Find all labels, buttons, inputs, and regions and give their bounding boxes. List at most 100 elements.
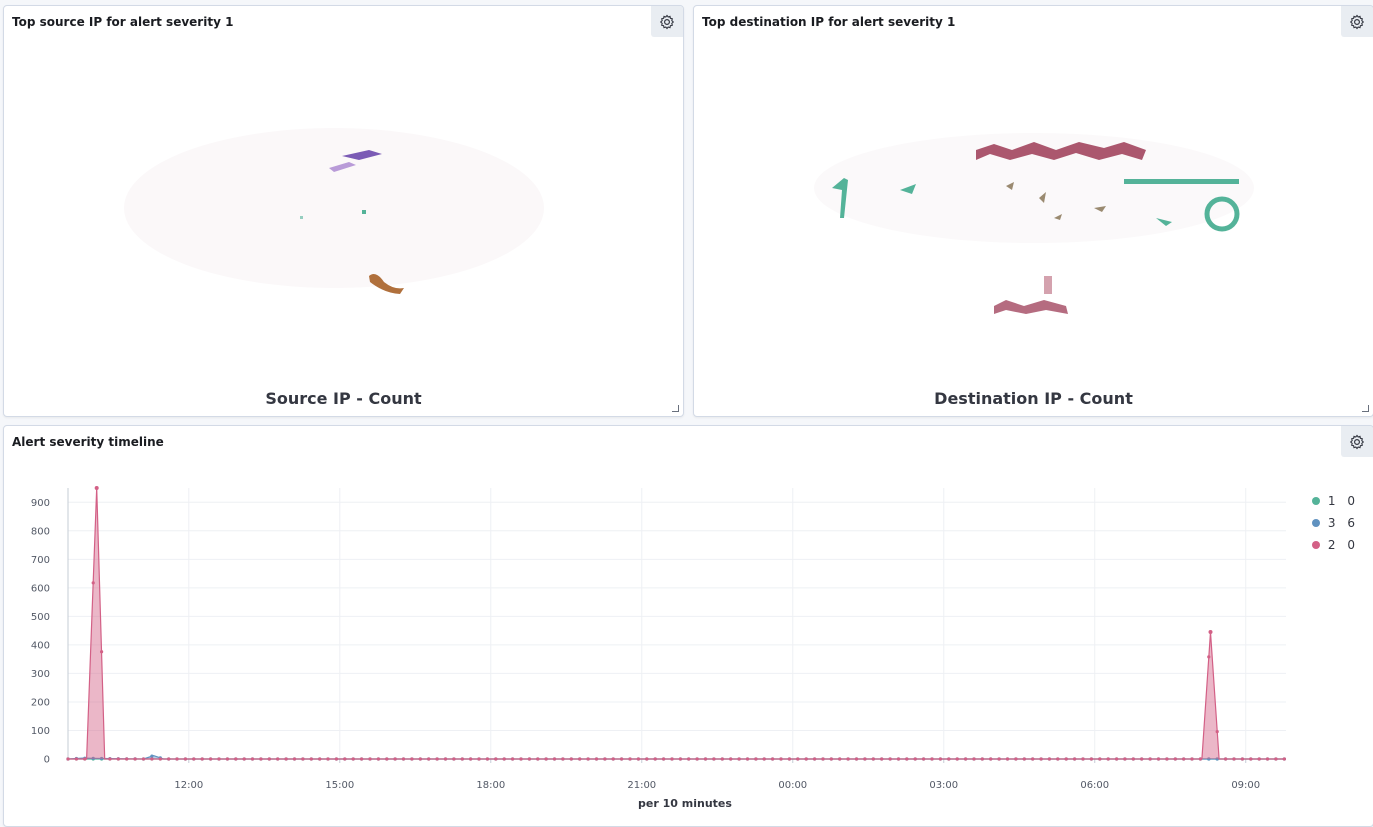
panel-options-button[interactable] <box>651 6 683 37</box>
y-tick-label: 800 <box>31 526 50 537</box>
word-fragment <box>300 216 303 219</box>
series-point <box>192 757 196 761</box>
series-point <box>754 757 758 761</box>
series-point <box>544 757 548 761</box>
series-point <box>1240 757 1244 761</box>
series-point <box>787 757 792 761</box>
word-fragment <box>362 210 366 214</box>
series-point <box>620 757 624 761</box>
timeline-chart[interactable]: 0 100 200 300 400 500 600 700 800 900 12:00 15:00 18… <box>4 426 1304 816</box>
x-tick-label: 09:00 <box>1231 780 1260 791</box>
series-point <box>636 757 641 761</box>
y-tick-label: 200 <box>31 697 50 708</box>
series-point <box>502 757 506 761</box>
series-point <box>100 756 104 761</box>
series-point <box>1140 757 1144 761</box>
series-point <box>401 757 406 761</box>
source-ip-count-label: Source IP - Count <box>265 389 422 408</box>
x-tick-label: 21:00 <box>627 780 656 791</box>
y-tick-label: 500 <box>31 612 50 623</box>
legend-item-1-0[interactable]: 1 0 <box>1311 490 1359 512</box>
series-point <box>385 757 389 761</box>
legend-item-2-0[interactable]: 2 0 <box>1311 534 1359 556</box>
series-point <box>234 757 238 761</box>
series-point <box>922 757 926 761</box>
series-point <box>938 757 943 761</box>
word-fragment <box>900 184 916 194</box>
panel-options-button[interactable] <box>1341 6 1373 37</box>
y-tick-label: 100 <box>31 726 50 737</box>
series-point <box>779 757 783 761</box>
x-tick-label: 00:00 <box>778 780 807 791</box>
series-area <box>68 488 1286 759</box>
series-point <box>435 757 439 761</box>
series-point <box>871 757 875 761</box>
series-point <box>653 757 657 761</box>
series-point <box>964 757 968 761</box>
legend-item-3-6[interactable]: 3 6 <box>1311 512 1359 534</box>
series-point <box>989 757 993 761</box>
series-point <box>259 757 263 761</box>
series-point <box>225 757 229 761</box>
series-point <box>301 757 305 761</box>
series-point <box>469 757 473 761</box>
series-point <box>485 757 489 761</box>
resize-handle-icon[interactable] <box>672 405 679 412</box>
series-point <box>519 757 523 761</box>
series-point <box>1207 655 1211 659</box>
series-point <box>1047 757 1051 761</box>
alert-severity-timeline-panel: Alert severity timeline 0 100 200 300 400 500… <box>3 425 1373 827</box>
series-point <box>720 757 724 761</box>
cloud-haze <box>814 133 1254 243</box>
series-point <box>1064 757 1068 761</box>
series-point <box>712 757 716 761</box>
series-point <box>695 757 699 761</box>
series-point <box>368 757 372 761</box>
panel-options-button[interactable] <box>1341 426 1373 457</box>
series-point <box>645 757 649 761</box>
series-point <box>913 757 917 761</box>
series-point <box>1131 757 1135 761</box>
word-fragment <box>1156 218 1172 226</box>
x-tick-label: 06:00 <box>1080 780 1109 791</box>
x-tick-label: 12:00 <box>174 780 203 791</box>
word-fragment <box>1204 196 1240 232</box>
series-point <box>947 757 951 761</box>
resize-handle-icon[interactable] <box>1362 405 1369 412</box>
series-point <box>1265 757 1270 761</box>
legend-dot <box>1311 497 1320 505</box>
y-tick-label: 900 <box>31 498 50 509</box>
series-point <box>1073 757 1077 761</box>
series-point <box>91 756 95 760</box>
series-peak-point <box>1208 630 1213 635</box>
series-point <box>796 757 800 761</box>
panel-title: Alert severity timeline <box>12 435 164 449</box>
series-point <box>284 757 288 761</box>
source-ip-panel: Top source IP for alert severity 1 Sourc… <box>3 5 684 417</box>
series-point <box>74 757 78 761</box>
word-fragment <box>1039 192 1046 203</box>
chart-legend: 1 0 3 6 2 0 <box>1311 490 1359 556</box>
series-point <box>813 757 817 761</box>
series-point <box>670 757 674 761</box>
series-point <box>854 757 859 761</box>
series-point <box>552 757 557 761</box>
series-point <box>527 757 532 761</box>
series-point <box>1249 757 1253 761</box>
series-point <box>611 757 615 761</box>
series-point <box>158 757 162 761</box>
series-point <box>930 757 934 761</box>
y-tick-label: 0 <box>44 755 50 766</box>
series-point <box>594 757 599 761</box>
series-point <box>745 757 750 761</box>
y-tick-label: 700 <box>31 555 50 566</box>
series-point <box>217 757 221 761</box>
series-point <box>1173 757 1177 761</box>
series-point <box>1182 757 1186 761</box>
series-point <box>1165 757 1169 761</box>
series-point <box>1224 757 1228 761</box>
series-point <box>569 757 573 761</box>
series-point <box>888 757 892 761</box>
series-point <box>511 757 515 761</box>
series-point <box>150 754 154 758</box>
